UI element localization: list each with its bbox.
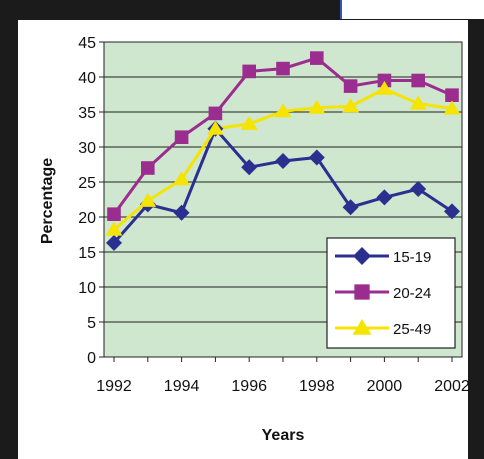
x-tick-label: 2002 xyxy=(434,378,470,395)
x-tick-label: 1996 xyxy=(231,378,267,395)
legend-label: 25-49 xyxy=(393,321,431,338)
data-point-20-24 xyxy=(276,61,290,76)
y-tick-label: 15 xyxy=(78,245,96,262)
series-markers xyxy=(105,51,461,251)
x-axis-ticks: 1992 1994 1996 1998 2000 2002 xyxy=(96,357,470,395)
data-point-25-49 xyxy=(274,103,292,118)
frame-top-gap xyxy=(340,0,484,19)
y-axis-ticks: 0 5 10 15 20 25 30 35 40 45 xyxy=(78,35,104,367)
data-point-25-49 xyxy=(308,99,326,114)
frame-left-border xyxy=(0,0,18,459)
y-axis-title: Percentage xyxy=(39,158,56,244)
data-point-20-24 xyxy=(208,106,223,121)
x-tick-label: 1994 xyxy=(164,378,200,395)
data-point-25-49 xyxy=(409,95,427,110)
data-point-25-49 xyxy=(443,100,461,115)
data-point-25-49 xyxy=(105,221,123,236)
data-point-20-24 xyxy=(310,51,324,65)
legend-label: 20-24 xyxy=(393,285,431,302)
y-tick-label: 25 xyxy=(78,175,96,192)
data-point-15-19 xyxy=(241,159,258,176)
data-point-20-24 xyxy=(411,73,425,88)
data-point-20-24 xyxy=(377,73,392,88)
data-point-25-49 xyxy=(173,171,190,186)
legend-label: 15-19 xyxy=(393,249,431,266)
x-tick-label: 1992 xyxy=(96,378,132,395)
frame-gap-line xyxy=(340,0,342,19)
legend-marker-15-19 xyxy=(353,247,371,265)
data-point-15-19 xyxy=(173,204,190,221)
data-point-15-19 xyxy=(410,181,427,197)
x-axis-title: Years xyxy=(262,427,305,444)
x-tick-label: 1998 xyxy=(299,378,335,395)
data-point-25-49 xyxy=(139,192,157,207)
legend: 15-19 20-24 25-49 xyxy=(326,237,456,349)
data-point-20-24 xyxy=(174,130,189,144)
y-tick-label: 30 xyxy=(78,140,96,157)
y-tick-label: 5 xyxy=(87,315,96,332)
data-point-25-49 xyxy=(376,80,393,95)
data-point-20-24 xyxy=(343,79,358,93)
data-point-20-24 xyxy=(242,64,256,79)
data-point-25-49 xyxy=(240,115,258,130)
y-tick-label: 0 xyxy=(87,350,96,367)
y-tick-label: 45 xyxy=(78,35,96,52)
data-point-25-49 xyxy=(342,98,359,113)
y-tick-label: 40 xyxy=(78,70,96,87)
data-point-15-19 xyxy=(106,234,122,251)
legend-marker-25-49 xyxy=(352,319,372,335)
data-point-25-49 xyxy=(207,120,224,135)
x-tick-label: 2000 xyxy=(367,378,403,395)
data-point-20-24 xyxy=(445,88,459,102)
data-point-15-19 xyxy=(376,189,393,206)
y-tick-label: 10 xyxy=(78,280,96,297)
legend-marker-20-24 xyxy=(354,284,370,300)
data-point-15-19 xyxy=(342,199,359,216)
data-point-15-19 xyxy=(308,149,325,166)
y-tick-label: 20 xyxy=(78,210,96,227)
data-point-15-19 xyxy=(275,153,291,169)
frame-right-border xyxy=(468,0,484,459)
data-point-20-24 xyxy=(107,207,121,221)
y-tick-label: 35 xyxy=(78,105,96,122)
data-point-20-24 xyxy=(141,161,155,175)
data-point-15-19 xyxy=(444,203,460,220)
